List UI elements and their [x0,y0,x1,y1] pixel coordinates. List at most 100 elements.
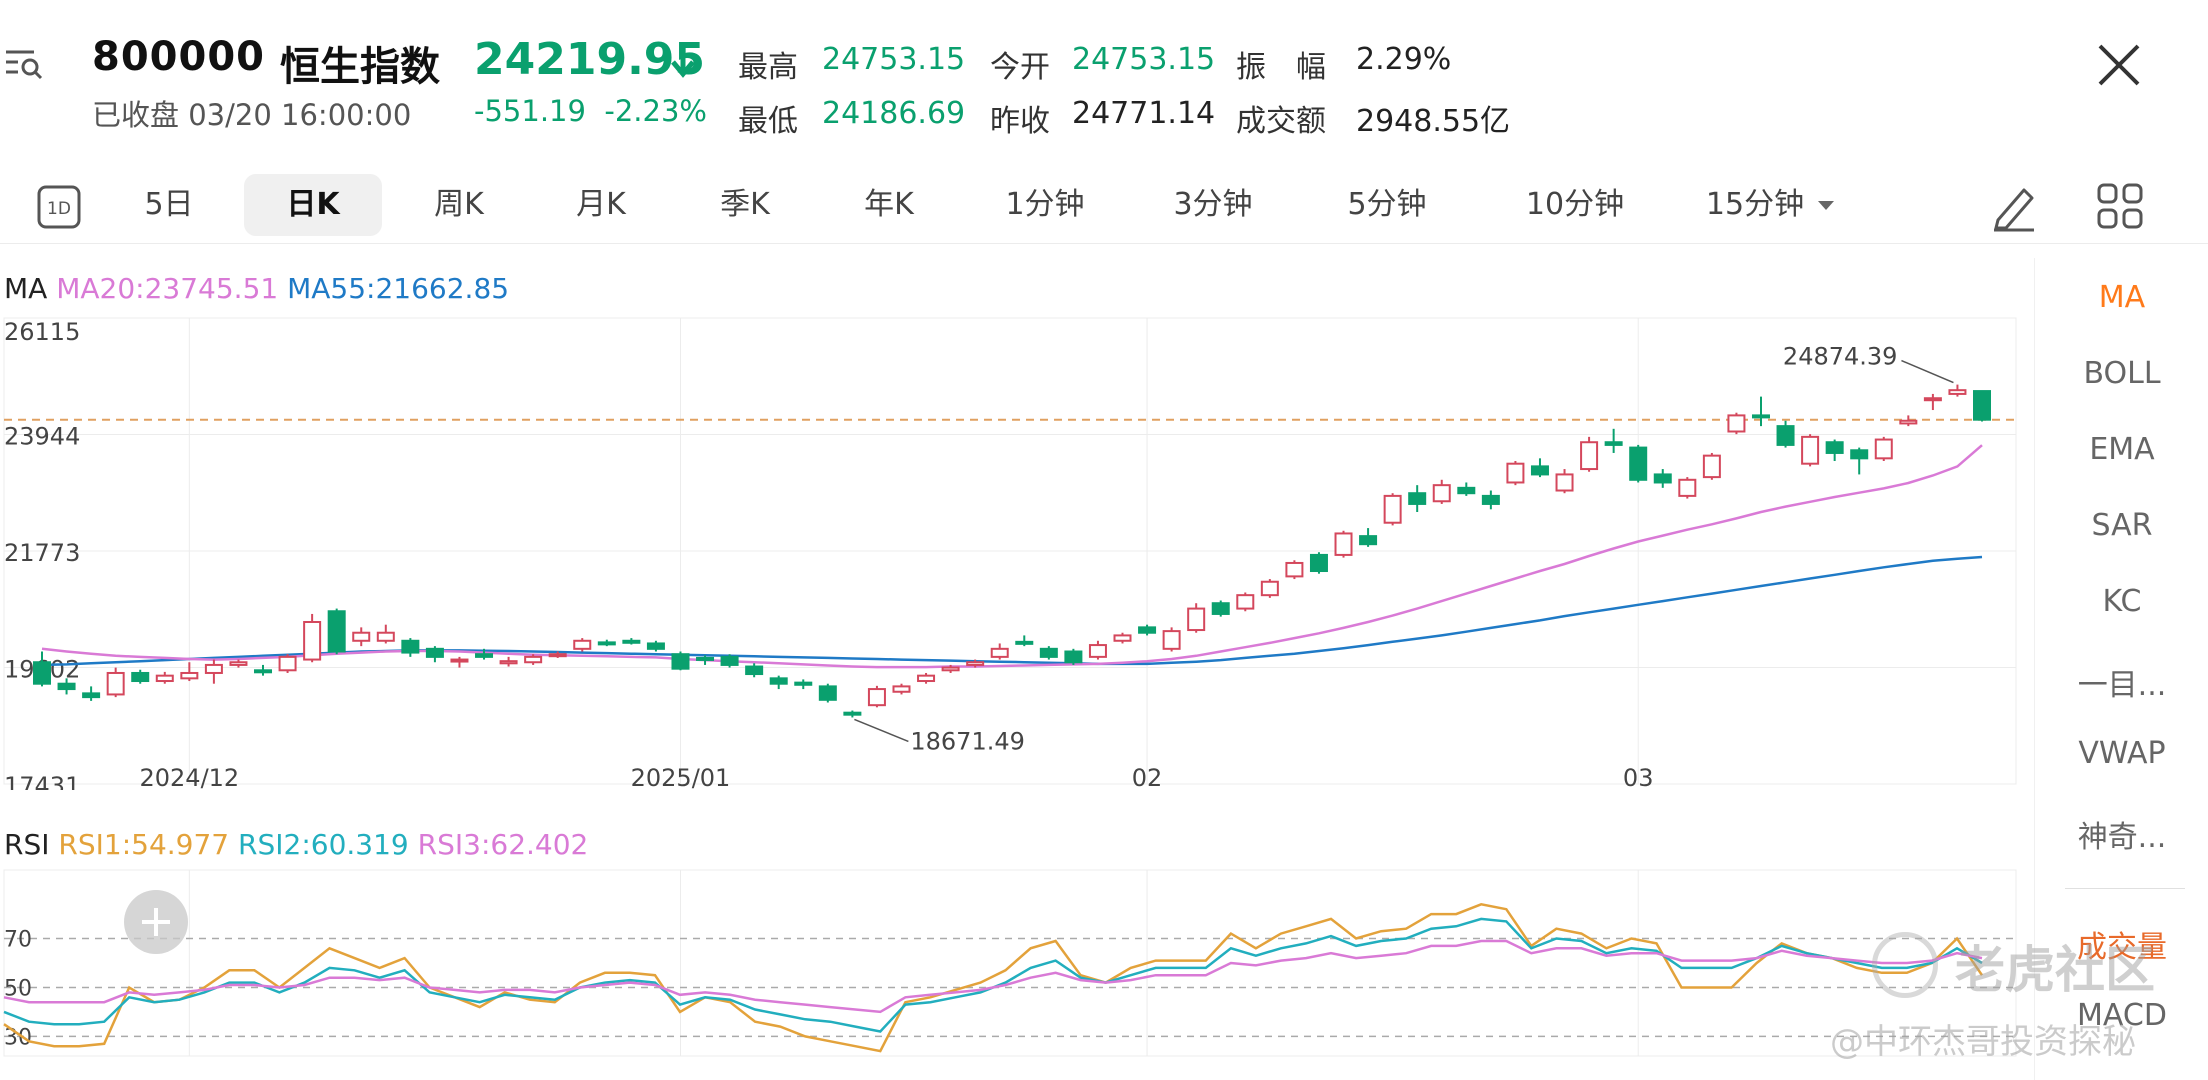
candle [57,678,76,695]
layout-grid-icon[interactable] [2096,182,2144,230]
indicator-vwap[interactable]: VWAP [2078,736,2166,771]
candle-body [745,665,764,676]
tab-10min[interactable]: 10分钟 [1525,187,1625,222]
stat-turnover-value: 2948.55亿 [1356,104,1511,139]
candle [1064,648,1083,665]
candle-body [1408,492,1427,505]
candle-body [671,653,690,670]
high-annotation: 24874.39 [1783,343,1898,371]
candle [1408,485,1427,512]
candle-body [720,655,739,666]
candle-body [352,631,371,642]
candle [1653,469,1672,488]
candle-body [180,671,199,680]
x-tick-label: 02 [1132,764,1163,790]
candle-body [1383,494,1402,524]
stock-name: 恒生指数 [280,44,440,90]
candle [1187,603,1206,633]
indicator-ema[interactable]: EMA [2089,432,2155,467]
candle-body [1211,602,1230,615]
tab-monthly-k[interactable]: 月K [576,187,626,222]
indicator-sar[interactable]: SAR [2091,508,2153,543]
candle [1751,396,1770,427]
candle [1113,632,1132,644]
candle [966,659,985,668]
candle-body [1899,419,1918,425]
candle-body [450,658,469,663]
candle [33,651,51,687]
candle-body [941,666,960,672]
candle [155,671,174,684]
candle-body [1776,425,1795,446]
candle [867,685,886,708]
rsi-frame [3,869,2017,1057]
tab-5min[interactable]: 5分钟 [1347,187,1427,222]
tab-15min-dropdown[interactable]: 15分钟 [1700,174,1840,236]
stock-code: 800000 [92,34,265,80]
candle-body [82,692,101,699]
tab-1min[interactable]: 1分钟 [1005,187,1085,222]
candle [1138,624,1157,636]
tab-weekly-k[interactable]: 周K [434,187,484,222]
candle-body [1432,484,1451,503]
candle [1039,646,1058,660]
candle-body [1629,446,1648,481]
candle [892,683,911,695]
candle [352,627,371,647]
ma20-line [41,444,1983,669]
intraday-1d-icon[interactable]: 1D [36,184,82,230]
last-price: 24219.95 [474,34,706,85]
y-tick-label: 23944 [4,423,80,451]
candle-body [1334,532,1353,556]
candle [917,672,936,684]
candlestick-chart[interactable]: 26115239442177319602174312024/122025/010… [0,314,2030,790]
indicator-macd[interactable]: MACD [2077,998,2167,1033]
tab-yearly-k[interactable]: 年K [864,187,914,222]
candle [82,686,101,701]
indicator-ma[interactable]: MA [2098,280,2146,315]
indicator-magic-nine[interactable]: 神奇... [2077,820,2167,855]
tab-3min[interactable]: 3分钟 [1173,187,1253,222]
candle [1211,600,1230,617]
candle-body [327,610,346,653]
rsi3-line [3,939,1983,1014]
candle [1825,439,1844,462]
indicator-ichimoku[interactable]: 一目... [2077,668,2167,703]
indicator-kc[interactable]: KC [2102,584,2142,619]
indicator-divider [2065,888,2185,889]
candle-body [1481,494,1500,505]
candle-body [106,671,125,696]
candle-body [1187,607,1206,632]
candle-body [1309,553,1328,573]
candle [1604,428,1623,453]
candle [1530,458,1549,478]
price-change: -551.19 -2.23% [474,94,707,128]
indicator-volume[interactable]: 成交量 [2077,930,2167,965]
candle [1359,528,1378,547]
list-menu-icon[interactable] [4,44,44,84]
candle [1555,469,1574,494]
tab-daily-k[interactable]: 日K [244,174,382,236]
candle-body [1236,594,1255,610]
candle [794,679,813,690]
candle [1850,447,1869,475]
candle [646,640,665,652]
high-annotation-line [1901,359,1954,384]
candle [573,638,592,652]
stat-low-label: 最低 [738,104,798,139]
indicator-boll[interactable]: BOLL [2083,356,2161,391]
draw-pen-icon[interactable] [1990,180,2038,232]
candle [769,675,788,690]
tab-5day[interactable]: 5日 [144,187,194,222]
close-icon[interactable] [2094,40,2144,90]
rsi-tick-label: 30 [4,1025,32,1050]
candle [106,667,125,698]
candle-body [524,655,543,664]
candle [720,654,739,668]
tab-quarterly-k[interactable]: 季K [720,187,770,222]
candle [278,654,297,673]
candle [303,613,322,663]
add-indicator-button[interactable] [124,890,188,954]
rsi1-legend-value: RSI1:54.977 [58,828,230,861]
